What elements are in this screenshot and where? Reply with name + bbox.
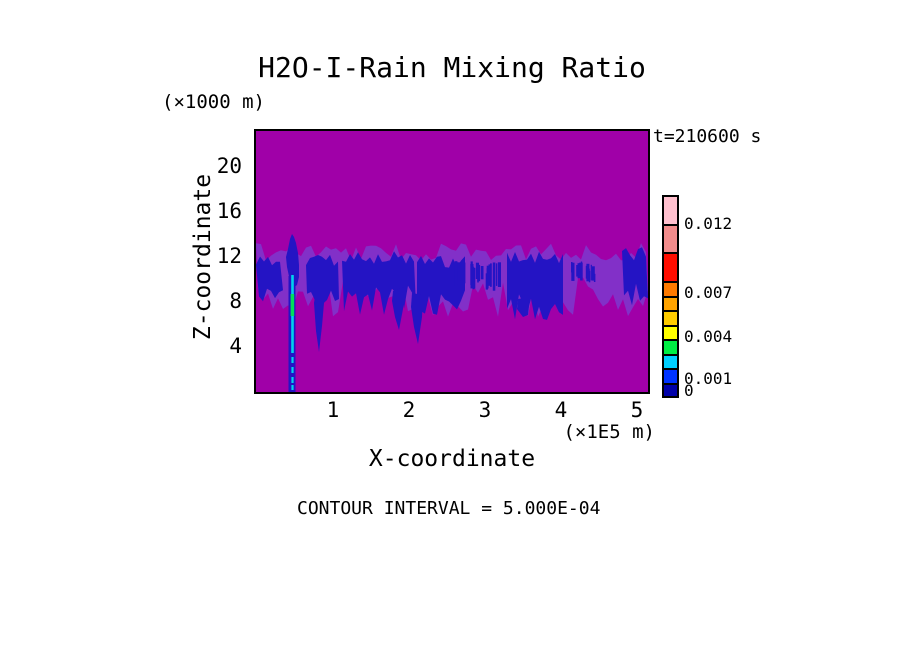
y-tick-label: 16 bbox=[216, 199, 242, 223]
x-tick-label: 3 bbox=[478, 398, 492, 422]
field-rain_blue-fleck bbox=[497, 262, 501, 287]
colorbar-label: 0 bbox=[684, 381, 694, 400]
field-rain_blue-fleck bbox=[580, 262, 583, 281]
y-tick-label: 8 bbox=[229, 289, 242, 313]
field-rain_blue-fleck bbox=[472, 267, 476, 279]
page-title: H2O-I-Rain Mixing Ratio bbox=[258, 51, 646, 84]
colorbar-labels: 0.012 0.007 0.004 0.001 0 bbox=[684, 0, 764, 654]
field-rain_blue-fleck bbox=[490, 263, 492, 287]
time-label: t=210600 s bbox=[653, 126, 762, 147]
mixing-ratio-field bbox=[256, 131, 648, 392]
field-rain_blue-band bbox=[306, 254, 339, 304]
field-rain_blue-patch bbox=[517, 297, 530, 317]
field-rain_blue-patch bbox=[392, 287, 404, 330]
field-rain_blue-fleck bbox=[477, 264, 481, 282]
field-rain_blue-band bbox=[256, 256, 283, 302]
field-rain_blue-fleck bbox=[457, 262, 461, 281]
field-rain_blue-fleck bbox=[460, 261, 465, 287]
x-axis-unit-label: (×1E5 m) bbox=[563, 421, 655, 443]
field-rain_blue-fleck bbox=[586, 263, 590, 282]
field-rain_blue-band bbox=[507, 251, 563, 320]
y-tick-label: 12 bbox=[216, 244, 242, 268]
field-rain_blue-fleck bbox=[590, 264, 592, 281]
x-tick-label: 5 bbox=[630, 398, 644, 422]
y-axis-ticks: 20 16 12 8 4 bbox=[196, 0, 242, 654]
colorbar-label: 0.012 bbox=[684, 214, 733, 233]
field-rain_blue-fleck bbox=[495, 263, 498, 286]
colorbar-label: 0.007 bbox=[684, 283, 733, 302]
field-rain_blue-band bbox=[417, 256, 465, 315]
field-rain_blue-patch bbox=[314, 281, 324, 352]
field-streak_cyan-rect bbox=[291, 385, 294, 390]
y-tick-label: 20 bbox=[216, 154, 242, 178]
field-rain_blue-patch bbox=[411, 293, 423, 344]
field-streak_cyan-rect bbox=[291, 377, 294, 383]
colorbar-segment-salmon bbox=[662, 224, 679, 254]
y-axis-unit-label: (×1000 m) bbox=[162, 91, 265, 113]
field-rain_blue-fleck bbox=[571, 262, 575, 281]
x-tick-label: 4 bbox=[554, 398, 568, 422]
colorbar-segment-pink bbox=[662, 195, 679, 226]
colorbar-label: 0.001 bbox=[684, 369, 733, 388]
field-rain_blue-band bbox=[622, 247, 648, 306]
field-rain_blue-fleck bbox=[486, 268, 489, 279]
field-streak_cyan-rect bbox=[291, 357, 294, 363]
field-streak_green-rect bbox=[290, 294, 295, 316]
x-axis-label: X-coordinate bbox=[368, 446, 536, 472]
x-tick-label: 2 bbox=[402, 398, 416, 422]
field-rain_blue-fleck bbox=[591, 266, 595, 281]
field-rain_blue-fleck bbox=[577, 263, 579, 274]
colorbar bbox=[662, 195, 679, 398]
field-rain_blue-fleck bbox=[577, 263, 581, 279]
plot-frame bbox=[254, 129, 650, 394]
field-rain_blue-fleck bbox=[492, 262, 496, 291]
colorbar-segment-navy bbox=[662, 383, 679, 398]
x-tick-label: 1 bbox=[326, 398, 340, 422]
field-rain_blue-fleck bbox=[470, 268, 473, 289]
colorbar-label: 0.004 bbox=[684, 327, 733, 346]
x-axis-ticks: 1 2 3 4 5 bbox=[0, 398, 904, 422]
field-rain_blue-fleck bbox=[488, 264, 491, 286]
y-tick-label: 4 bbox=[229, 334, 242, 358]
field-rain_blue-band bbox=[342, 251, 416, 315]
contour-interval-label: CONTOUR INTERVAL = 5.000E-04 bbox=[297, 498, 601, 519]
field-rain_blue-fleck bbox=[593, 273, 596, 282]
field-rain_blue-fleck bbox=[480, 266, 484, 280]
field-streak_cyan-rect bbox=[291, 367, 294, 373]
field-rain_blue-patch bbox=[286, 234, 299, 288]
colorbar-segment-red bbox=[662, 252, 679, 283]
field-rain_blue-fleck bbox=[576, 265, 579, 277]
field-rain_blue-fleck bbox=[454, 261, 458, 290]
